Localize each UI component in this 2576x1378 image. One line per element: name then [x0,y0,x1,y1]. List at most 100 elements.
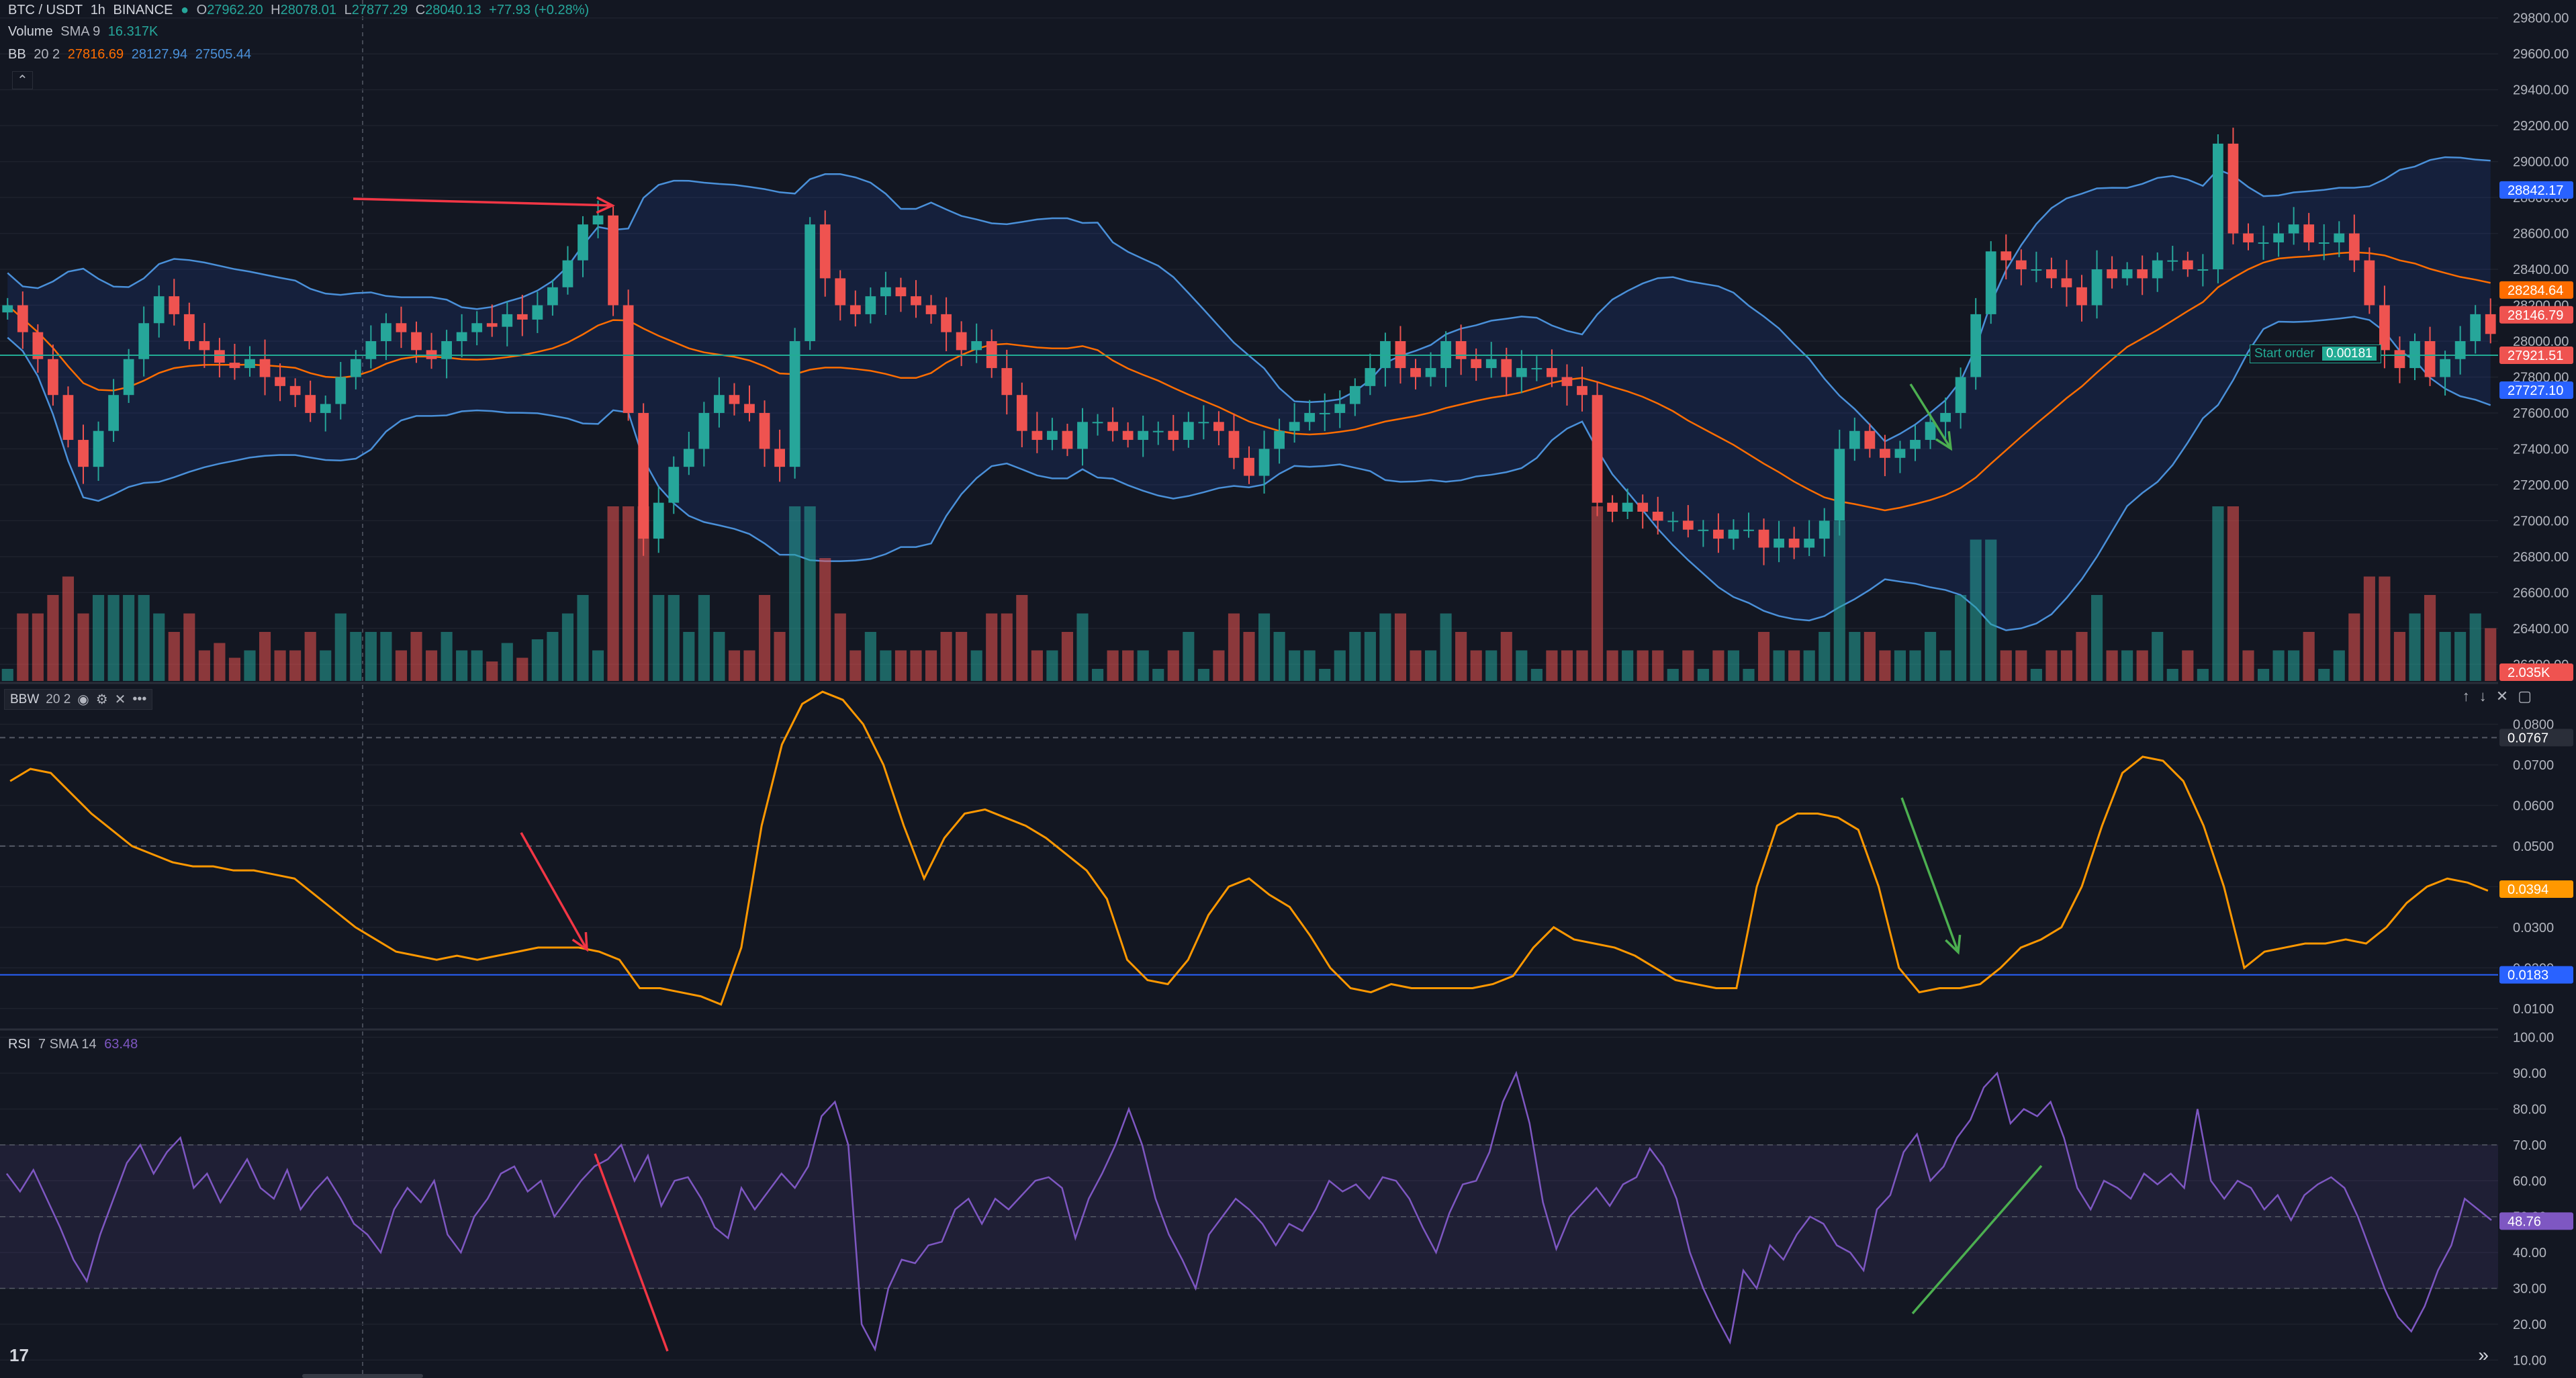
candle-body [17,305,28,332]
candle-body [774,449,785,467]
candle [214,338,225,378]
volume-bar [1727,650,1740,681]
start-order-label[interactable]: Start order 0.00181 [2250,344,2381,363]
volume-name: Volume [8,24,53,39]
candle-body [623,305,634,413]
bbw-tick-label: 0.0300 [2513,921,2554,935]
candle-body [138,323,150,359]
volume-bar [380,632,392,681]
volume-bar [47,595,59,681]
candle [502,301,513,347]
candle-body [729,395,740,404]
candle-body [1698,529,1709,531]
eye-icon[interactable]: ◉ [77,692,89,707]
volume-bar [1773,650,1785,681]
bb-lower-line [7,316,2491,631]
candle [1682,505,1694,538]
order-qty: 0.00181 [2322,346,2377,361]
candle [532,291,543,333]
candle [1228,413,1240,469]
rsi-legend[interactable]: RSI 7 SMA 14 63.48 [8,1037,142,1052]
volume-bar [925,650,937,681]
candle-body [502,314,513,327]
volume-bar [410,632,422,681]
candle [2031,251,2042,283]
volume-bar [531,639,543,681]
candle [1516,350,1527,394]
candle [956,321,967,367]
volume-bar [1985,539,1997,681]
volume-bar [1364,632,1376,681]
close-icon[interactable]: ✕ [114,692,126,707]
tradingview-logo-icon[interactable]: 17 [9,1345,29,1365]
candle-body [1244,457,1254,476]
more-icon[interactable]: ••• [132,692,147,706]
symbol-interval[interactable]: 1h [90,3,105,17]
fast-forward-icon[interactable]: » [2478,1344,2489,1365]
volume-bar [1757,632,1770,681]
volume-bar [683,632,695,681]
rsi-tick-label: 10.00 [2513,1353,2546,1368]
candle [1001,349,1013,415]
candle-body [1728,529,1739,539]
volume-bar [2166,669,2178,681]
candle-body [638,412,649,539]
price-tick-label: 27000.00 [2513,514,2569,529]
collapse-legend-button[interactable]: ⌃ [12,71,33,89]
candle [2107,256,2117,289]
candle [486,304,498,337]
volume-bar [1576,650,1588,681]
volume-bar [2272,650,2285,681]
volume-bar [153,613,165,681]
candle-body [971,341,982,351]
volume-bar [970,650,982,681]
volume-bar [2242,650,2254,681]
candle-body [562,260,573,287]
candle [895,277,907,312]
volume-bar [320,650,332,681]
maximize-icon[interactable]: ▢ [2518,688,2532,704]
volume-bar [774,632,786,681]
candle [1258,430,1270,494]
volume-bar [1849,632,1861,681]
rsi-badge [2499,1212,2573,1230]
volume-bar [1970,539,1982,681]
low-label: L [344,3,352,17]
volume-bar [441,632,453,681]
candle [1016,382,1027,448]
volume-bar [743,650,755,681]
candle-body [183,314,195,341]
volume-bar [1,669,13,681]
candle [1940,397,1951,441]
gear-icon[interactable]: ⚙ [95,692,108,707]
bbw-legend[interactable]: BBW 20 2 ◉ ⚙ ✕ ••• [4,689,153,710]
candle-body [2167,260,2178,262]
arrow-down-icon[interactable]: ↓ [2479,688,2487,704]
candle-body [2273,233,2284,242]
volume-bar [138,595,150,681]
candle [259,339,271,396]
arrow-up-icon[interactable]: ↑ [2462,688,2470,704]
close-icon[interactable]: ✕ [2495,688,2509,704]
candle-body [1622,502,1633,512]
candle-body [2015,260,2027,270]
candle-body [2137,269,2148,279]
volume-bar [1939,650,1951,681]
volume-legend[interactable]: Volume SMA 9 16.317K [8,24,162,40]
candle [1698,520,1709,547]
annotation-arrow-shaft [353,197,613,207]
volume-bar [1500,632,1512,681]
bb-legend[interactable]: BB 20 2 27816.69 28127.94 27505.44 [8,47,255,62]
volume-bar [1894,650,1906,681]
candle [1652,496,1663,535]
candle [1304,400,1316,431]
bbw-tick-label: 0.0700 [2513,758,2554,773]
volume-bar [1303,650,1316,681]
price-tick-label: 29800.00 [2513,11,2569,26]
candle-body [1925,422,1936,441]
price-tick-label: 29200.00 [2513,119,2569,134]
volume-bar [2257,669,2270,681]
volume-bar [1924,632,1937,681]
symbol-name[interactable]: BTC / USDT [8,3,83,17]
